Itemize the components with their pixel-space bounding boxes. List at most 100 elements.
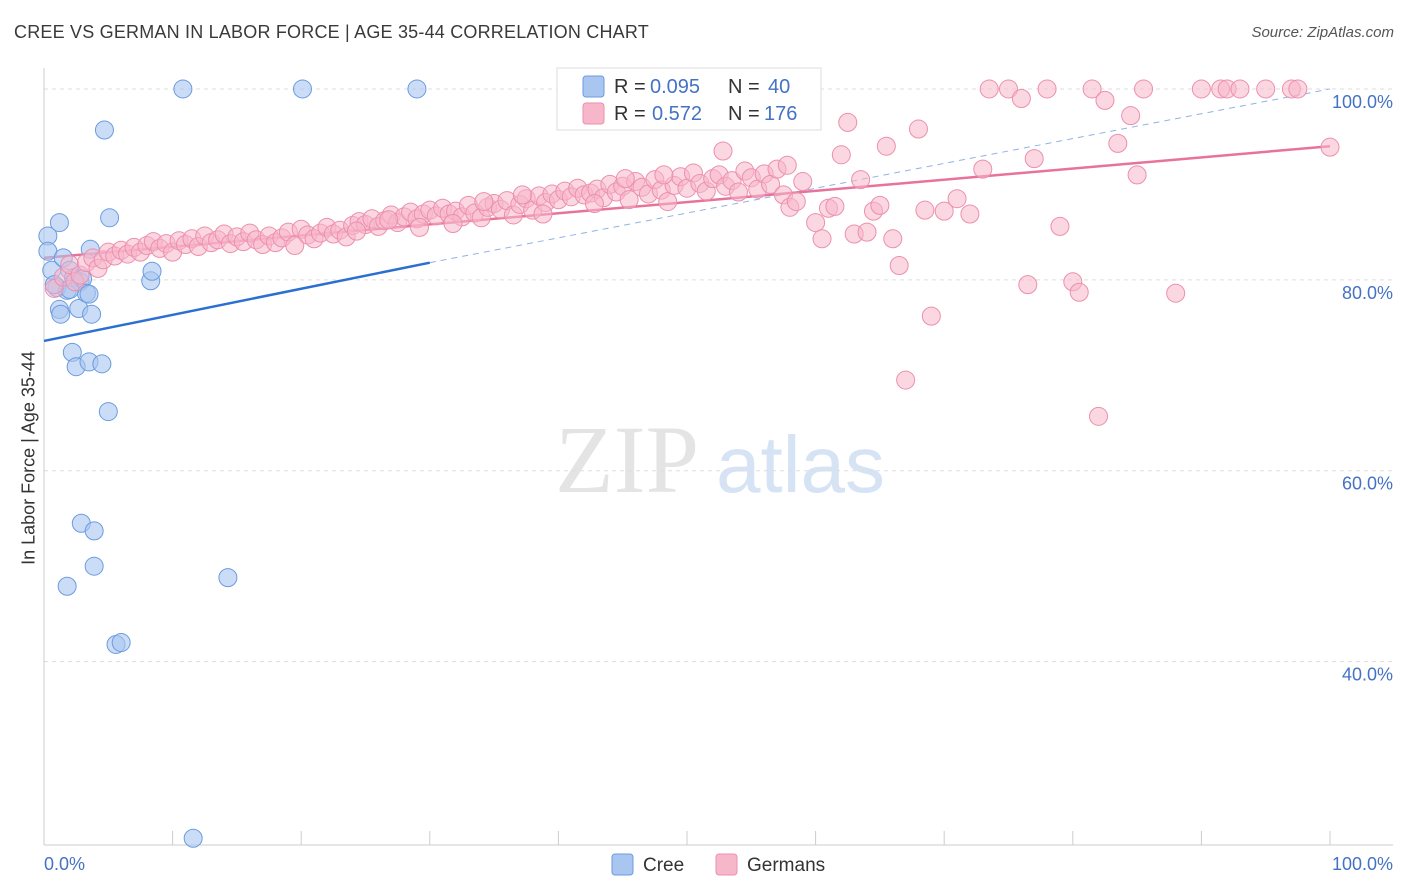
german-point <box>777 155 797 175</box>
german-point <box>831 145 851 165</box>
legend-german-r-value: 0.572 <box>652 103 702 125</box>
cree-point <box>142 261 162 281</box>
cree-point <box>82 304 102 324</box>
german-point <box>1230 79 1250 99</box>
cree-point <box>92 354 112 374</box>
german-point <box>857 222 877 242</box>
german-point <box>410 217 430 237</box>
cree-point <box>173 79 193 99</box>
german-point <box>713 141 733 161</box>
german-point <box>1018 275 1038 295</box>
german-point <box>889 256 909 276</box>
german-point <box>584 193 604 213</box>
german-point <box>728 182 748 202</box>
german-point <box>915 200 935 220</box>
german-point <box>812 229 832 249</box>
y-tick-label: 60.0% <box>1342 474 1393 494</box>
german-point <box>876 136 896 156</box>
german-point <box>851 170 871 190</box>
legend-german-swatch <box>582 102 605 125</box>
german-point <box>1095 90 1115 110</box>
legend-german-r-label: R = <box>614 103 646 125</box>
german-point <box>1191 79 1211 99</box>
cree-point <box>84 556 104 576</box>
german-point <box>285 235 305 255</box>
german-point <box>1037 79 1057 99</box>
bottom-legend: Cree Germans <box>611 853 825 876</box>
cree-point <box>111 633 131 653</box>
cree-trend-dashed <box>429 88 1331 264</box>
y-tick-label: 40.0% <box>1342 665 1393 685</box>
german-point <box>908 119 928 139</box>
legend-german-n-value: 176 <box>764 103 797 125</box>
cree-point <box>100 208 120 228</box>
cree-point <box>51 304 71 324</box>
german-point <box>1121 106 1141 126</box>
cree-point <box>292 79 312 99</box>
german-point <box>979 79 999 99</box>
german-point <box>1050 216 1070 236</box>
german-point <box>1011 88 1031 108</box>
german-point <box>533 204 553 224</box>
german-point <box>1024 149 1044 169</box>
bottom-legend-german-label: Germans <box>747 855 825 876</box>
legend: R = 0.095 N = 40 R = 0.572 N = 176 <box>556 67 822 131</box>
legend-german-n-label: N = <box>728 103 760 125</box>
cree-point <box>98 402 118 422</box>
bottom-legend-cree-label: Cree <box>643 855 684 876</box>
legend-cree-r-value: 0.095 <box>650 76 700 98</box>
german-point <box>1288 79 1308 99</box>
german-point <box>619 190 639 210</box>
german-point <box>512 185 532 205</box>
legend-cree-swatch <box>582 75 605 98</box>
bottom-legend-german-swatch <box>715 853 738 876</box>
cree-point <box>79 284 99 304</box>
german-point <box>825 196 845 216</box>
cree-point <box>57 576 77 596</box>
german-point <box>947 189 967 209</box>
german-points <box>44 79 1340 426</box>
german-point <box>896 370 916 390</box>
bottom-legend-cree-swatch <box>611 853 634 876</box>
german-point <box>793 172 813 192</box>
cree-points <box>38 79 427 848</box>
chart-title: CREE VS GERMAN IN LABOR FORCE | AGE 35-4… <box>14 22 649 42</box>
german-point <box>1089 406 1109 426</box>
legend-cree-r-label: R = <box>614 76 646 98</box>
legend-cree-n-label: N = <box>728 76 760 98</box>
german-point <box>1127 165 1147 185</box>
german-point <box>346 221 366 241</box>
german-point <box>921 306 941 326</box>
german-point <box>973 159 993 179</box>
german-point <box>474 192 494 212</box>
german-point <box>870 195 890 215</box>
cree-point <box>84 521 104 541</box>
cree-point <box>94 120 114 140</box>
y-tick-label: 80.0% <box>1342 283 1393 303</box>
cree-point <box>218 568 238 588</box>
cree-trend-line <box>43 261 431 343</box>
german-point <box>786 192 806 212</box>
german-point <box>443 214 463 234</box>
german-point <box>1134 79 1154 99</box>
cree-point <box>407 79 427 99</box>
german-point <box>1082 79 1102 99</box>
x-tick-label-max: 100.0% <box>1332 854 1393 874</box>
german-point <box>934 201 954 221</box>
source-label: Source: ZipAtlas.com <box>1251 24 1394 41</box>
german-point <box>1069 282 1089 302</box>
german-point <box>1256 79 1276 99</box>
german-point <box>838 112 858 132</box>
german-point <box>658 192 678 212</box>
german-point <box>806 213 826 233</box>
watermark-zip: ZIP <box>555 406 699 513</box>
german-point <box>615 169 635 189</box>
cree-point <box>49 213 69 233</box>
german-point <box>1108 133 1128 153</box>
german-point <box>999 79 1018 99</box>
cree-point <box>183 828 203 848</box>
x-tick-label-min: 0.0% <box>44 854 85 874</box>
legend-cree-n-value: 40 <box>768 76 790 98</box>
german-point <box>1320 137 1340 157</box>
